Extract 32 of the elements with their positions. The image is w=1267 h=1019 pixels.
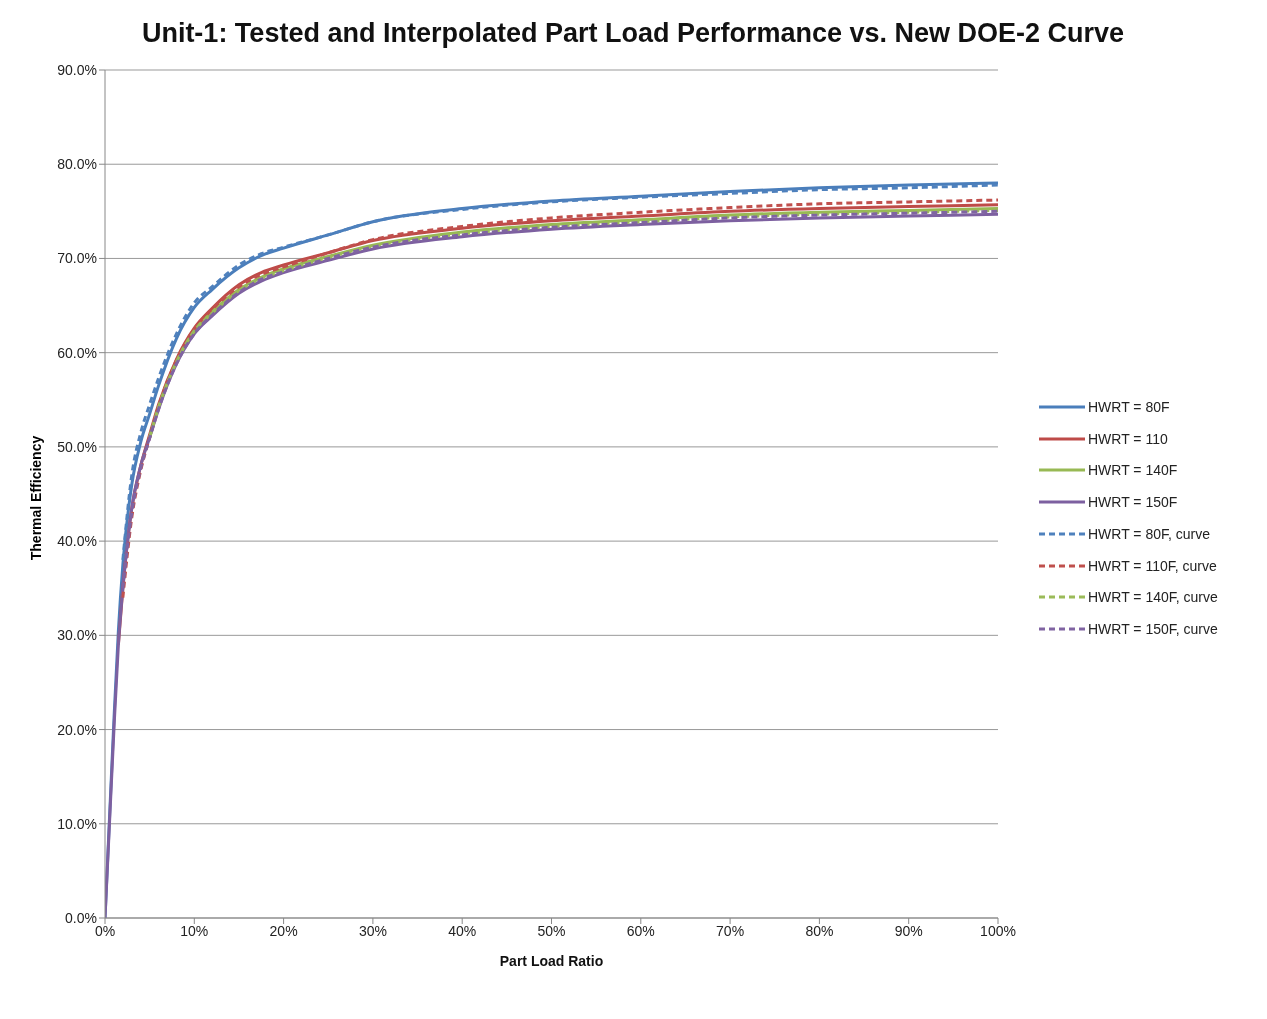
y-tick-label: 80.0%: [57, 156, 97, 173]
y-tick-label: 50.0%: [57, 438, 97, 455]
y-tick-label: 0.0%: [65, 909, 97, 926]
x-tick-label: 20%: [269, 922, 298, 939]
y-tick-label: 90.0%: [57, 61, 97, 78]
legend-label: HWRT = 140F: [1088, 462, 1178, 479]
y-tick-label: 30.0%: [57, 627, 97, 644]
x-tick-label: 70%: [716, 922, 745, 939]
chart-title: Unit-1: Tested and Interpolated Part Load Performance vs. New DOE-2 Curve: [140, 17, 1126, 50]
x-axis-title: Part Load Ratio: [499, 953, 604, 969]
legend-label: HWRT = 80F, curve: [1088, 525, 1211, 542]
y-tick-label: 10.0%: [57, 815, 97, 832]
x-tick-label: 40%: [448, 922, 477, 939]
x-tick-label: 60%: [626, 922, 655, 939]
x-tick-label: 90%: [894, 922, 923, 939]
legend-label: HWRT = 150F, curve: [1088, 620, 1218, 637]
x-tick-label: 50%: [537, 922, 566, 939]
legend-label: HWRT = 140F, curve: [1088, 589, 1218, 606]
y-axis-title: Thermal Efficiency: [28, 435, 44, 561]
y-tick-label: 20.0%: [57, 721, 97, 738]
x-tick-label: 30%: [358, 922, 387, 939]
x-tick-label: 100%: [980, 922, 1016, 939]
legend-label: HWRT = 110: [1088, 430, 1168, 447]
legend-label: HWRT = 150F: [1088, 494, 1178, 511]
legend-label: HWRT = 110F, curve: [1088, 557, 1217, 574]
legend-label: HWRT = 80F: [1088, 399, 1170, 416]
x-tick-label: 10%: [180, 922, 209, 939]
x-tick-label: 0%: [94, 922, 116, 939]
y-tick-label: 60.0%: [57, 344, 97, 361]
x-tick-label: 80%: [805, 922, 834, 939]
y-tick-label: 70.0%: [57, 250, 97, 267]
y-tick-label: 40.0%: [57, 533, 97, 550]
